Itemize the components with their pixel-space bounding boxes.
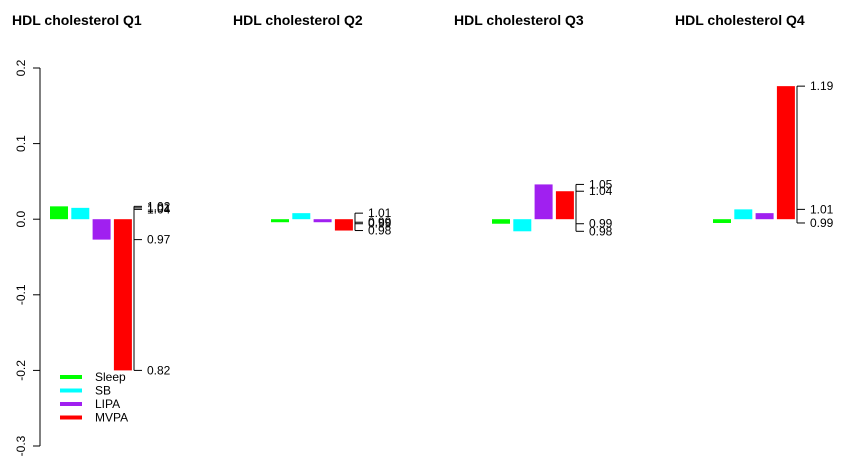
bar bbox=[92, 219, 111, 240]
panel-title: HDL cholesterol Q3 bbox=[454, 12, 584, 28]
panel-title: HDL cholesterol Q1 bbox=[12, 12, 142, 28]
bar bbox=[555, 191, 574, 220]
legend-label: Sleep bbox=[95, 370, 126, 384]
y2-tick-label: 1.04 bbox=[147, 202, 171, 216]
y2-tick-label: 0.99 bbox=[368, 215, 392, 229]
bar bbox=[713, 219, 731, 223]
y2-tick-label: 0.99 bbox=[589, 217, 613, 231]
y-tick-label: -0.2 bbox=[14, 360, 28, 381]
y2-tick-label: 0.98 bbox=[589, 224, 613, 238]
bar bbox=[334, 219, 353, 231]
y-tick-label: -0.1 bbox=[14, 284, 28, 305]
bar bbox=[113, 219, 132, 371]
y2-tick-label: 0.82 bbox=[147, 363, 171, 377]
bar bbox=[776, 86, 795, 220]
bar bbox=[313, 219, 332, 223]
y2-tick-label: 1.01 bbox=[810, 202, 834, 216]
bar bbox=[492, 219, 510, 224]
y-tick-label: -0.3 bbox=[14, 435, 28, 456]
legend-label: SB bbox=[95, 384, 111, 398]
bar bbox=[50, 206, 68, 220]
bar bbox=[755, 213, 774, 220]
y2-tick-label: 1.02 bbox=[147, 199, 171, 213]
y2-tick-label: 1.05 bbox=[589, 177, 613, 191]
panel-title: HDL cholesterol Q2 bbox=[233, 12, 363, 28]
bar bbox=[271, 219, 289, 223]
y2-tick-label: 0.99 bbox=[368, 217, 392, 231]
bar bbox=[734, 209, 753, 220]
y-tick-label: 0.0 bbox=[14, 211, 28, 228]
y2-tick-label: 1.01 bbox=[147, 201, 171, 215]
y2-tick-label: 1.04 bbox=[589, 184, 613, 198]
panel-title: HDL cholesterol Q4 bbox=[675, 12, 805, 28]
bar bbox=[534, 184, 553, 220]
y2-tick-label: 0.98 bbox=[368, 224, 392, 238]
bar bbox=[71, 207, 90, 220]
y-tick-label: 0.1 bbox=[14, 135, 28, 152]
legend-label: LIPA bbox=[95, 397, 120, 411]
y2-tick-label: 0.97 bbox=[147, 233, 171, 247]
bar bbox=[292, 213, 311, 220]
y2-tick-label: 1.19 bbox=[810, 79, 834, 93]
y2-tick-label: 0.99 bbox=[810, 216, 834, 230]
y2-tick-label: 1.01 bbox=[368, 206, 392, 220]
legend-label: MVPA bbox=[95, 411, 128, 425]
y-tick-label: 0.2 bbox=[14, 59, 28, 76]
bar bbox=[513, 219, 532, 232]
